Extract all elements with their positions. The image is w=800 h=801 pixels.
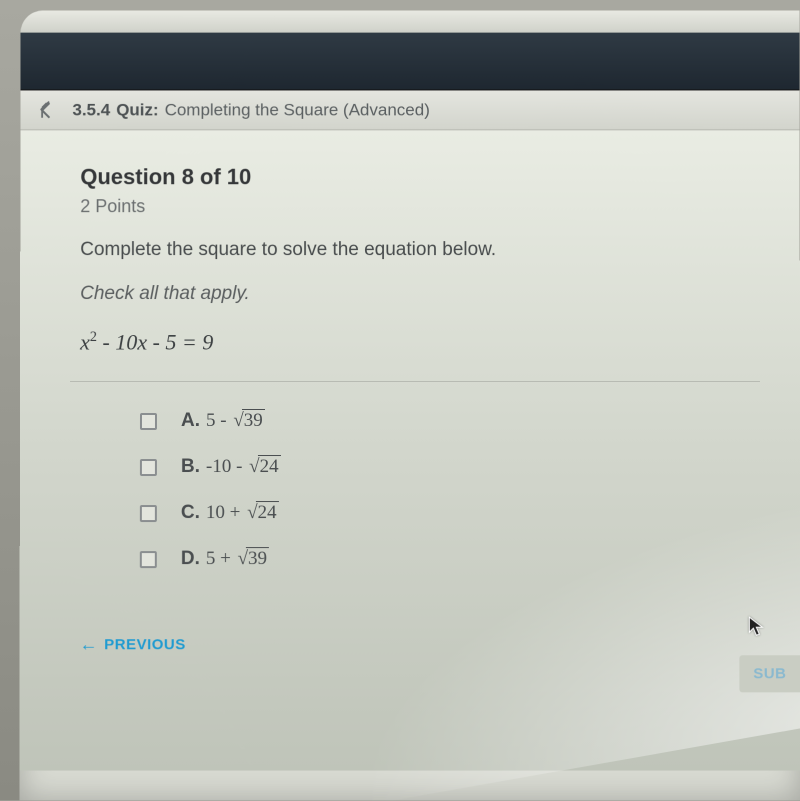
quiz-title-bar: 3.5.4 Quiz: Completing the Square (Advan…	[20, 90, 799, 130]
checkbox-icon[interactable]	[140, 505, 157, 522]
question-prompt: Complete the square to solve the equatio…	[80, 239, 800, 261]
nav-row: ← PREVIOUS	[80, 594, 800, 655]
option-prefix: 5 -	[206, 410, 231, 431]
option-a[interactable]: A. 5 - √39	[140, 410, 800, 432]
option-letter: D.	[181, 548, 200, 570]
question-number-heading: Question 8 of 10	[80, 164, 799, 190]
points-label: 2 Points	[80, 196, 799, 217]
submit-label: SUB	[753, 665, 786, 682]
option-c[interactable]: C. 10 + √24	[140, 502, 800, 524]
option-prefix: 10 +	[206, 502, 245, 523]
submit-button[interactable]: SUB	[739, 655, 800, 692]
sqrt-icon: √24	[245, 502, 278, 524]
checkbox-icon[interactable]	[140, 413, 157, 430]
radicand: 39	[242, 409, 265, 431]
option-value: 10 + √24	[206, 502, 279, 524]
checkbox-icon[interactable]	[140, 551, 157, 568]
option-b[interactable]: B. -10 - √24	[140, 456, 800, 478]
window-chrome-top	[21, 11, 800, 33]
section-number: 3.5.4	[72, 100, 110, 120]
radicand: 39	[246, 547, 269, 569]
checkbox-icon[interactable]	[140, 459, 157, 476]
answer-options: A. 5 - √39 B. -10 - √24 C. 10 + √24	[80, 410, 800, 570]
radicand: 24	[258, 455, 281, 477]
sqrt-icon: √24	[247, 456, 280, 478]
option-value: 5 + √39	[206, 548, 269, 570]
quiz-word: Quiz:	[116, 100, 158, 120]
option-letter: B.	[181, 456, 200, 478]
cursor-icon	[748, 616, 764, 638]
option-value: 5 - √39	[206, 410, 265, 432]
laptop-screen: 3.5.4 Quiz: Completing the Square (Advan…	[19, 11, 800, 801]
arrow-left-icon: ←	[80, 635, 99, 656]
app-dark-header	[21, 33, 800, 91]
quiz-title: Completing the Square (Advanced)	[165, 100, 430, 120]
previous-label: PREVIOUS	[104, 637, 186, 654]
question-content: Question 8 of 10 2 Points Complete the s…	[19, 130, 800, 770]
sqrt-icon: √39	[236, 548, 269, 570]
option-letter: C.	[181, 502, 200, 524]
option-prefix: -10 -	[206, 456, 247, 477]
radicand: 24	[256, 501, 279, 523]
back-arrow-icon[interactable]	[38, 99, 64, 121]
option-d[interactable]: D. 5 + √39	[140, 548, 800, 570]
option-value: -10 - √24	[206, 456, 281, 478]
divider-line	[70, 381, 760, 382]
option-letter: A.	[181, 410, 200, 432]
option-prefix: 5 +	[206, 548, 236, 569]
previous-button[interactable]: ← PREVIOUS	[80, 635, 186, 656]
sqrt-icon: √39	[231, 410, 264, 432]
question-equation: x2 - 10x - 5 = 9	[80, 329, 800, 355]
question-instruction: Check all that apply.	[80, 283, 800, 305]
